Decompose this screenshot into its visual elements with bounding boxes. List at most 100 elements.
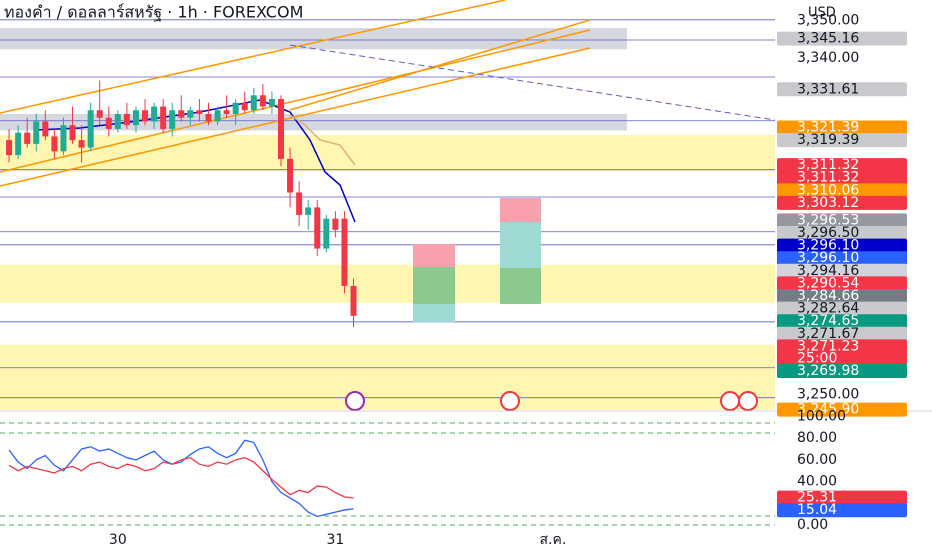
- zone: [0, 113, 627, 131]
- event-icon[interactable]: [720, 391, 740, 411]
- candle-body: [151, 106, 158, 122]
- trend-line: [289, 44, 776, 121]
- position-stop: [500, 198, 541, 222]
- candle-body: [6, 140, 13, 156]
- price-tag-label: 3,269.98: [797, 363, 859, 379]
- y-tick-label: 3,340.00: [797, 50, 859, 66]
- candle-body: [296, 192, 303, 215]
- y-tick-label: 80.00: [797, 430, 837, 446]
- zone: [0, 28, 627, 50]
- channel-line: [0, 47, 591, 187]
- price-tag-label: 3,311.32: [797, 170, 859, 186]
- candle-body: [241, 102, 248, 111]
- price-tag: [777, 363, 907, 378]
- candle-body: [24, 132, 31, 144]
- price-tag: [777, 183, 907, 198]
- price-tag-label: 3,294.16: [797, 263, 859, 279]
- chart-title: ทองคำ / ดอลลาร์สหรัฐ · 1h · FOREXCOM: [4, 3, 303, 22]
- price-tag-label: 3,331.61: [797, 81, 859, 97]
- candle-body: [87, 110, 94, 148]
- oscillator-line: [8, 439, 354, 518]
- candle-body: [305, 207, 312, 215]
- price-tag: [777, 238, 907, 253]
- candle-body: [277, 99, 284, 159]
- price-tag: [777, 490, 907, 505]
- position-target: [413, 267, 455, 304]
- candle-body: [123, 113, 130, 126]
- price-tag-label: 3,310.06: [797, 182, 859, 198]
- price-tag-label: 3,311.32: [797, 157, 859, 173]
- position-target: [500, 268, 541, 304]
- price-tag-label: 3,296.50: [797, 225, 859, 241]
- moving-average: [289, 114, 356, 166]
- candle-body: [214, 110, 221, 122]
- price-tag-label: 3,321.39: [797, 119, 859, 135]
- price-tag-label: 3,296.53: [797, 212, 859, 228]
- event-icon[interactable]: [345, 391, 365, 411]
- price-tag-label: 25.31: [797, 490, 837, 506]
- price-tag: [777, 503, 907, 518]
- candle-body: [323, 218, 330, 249]
- price-tag-label: 3,271.23: [797, 338, 859, 354]
- y-tick-label: 3,350.00: [797, 13, 859, 29]
- event-icon[interactable]: [738, 391, 758, 411]
- price-tag-label: 3,274.65: [797, 313, 859, 329]
- currency-label: USD: [808, 6, 836, 21]
- candle-body: [96, 110, 103, 118]
- candle-body: [223, 110, 230, 114]
- zone: [0, 344, 775, 410]
- candle-body: [196, 110, 203, 114]
- countdown-label: 25:00: [797, 350, 837, 366]
- candle-body: [105, 117, 112, 129]
- price-tag: [777, 158, 907, 173]
- channel-line: [289, 19, 591, 111]
- moving-average: [34, 99, 356, 223]
- price-tag-label: 15.04: [797, 502, 837, 518]
- event-icon[interactable]: [500, 391, 520, 411]
- price-tag-label: 3,303.12: [797, 195, 859, 211]
- candle-body: [51, 136, 58, 152]
- price-tag-label: 3,284.66: [797, 288, 859, 304]
- x-tick-label: 30: [109, 532, 127, 548]
- candle-body: [287, 158, 294, 193]
- price-tag: [777, 301, 907, 316]
- position-target: [500, 222, 541, 268]
- candle-body: [250, 95, 257, 111]
- y-tick-label: 100.00: [797, 408, 846, 424]
- candle-body: [187, 110, 194, 118]
- candle-body: [332, 218, 339, 230]
- price-tag: [777, 326, 907, 341]
- channel-line: [0, 0, 506, 114]
- price-tag: [777, 314, 907, 329]
- price-tag-label: 3,319.39: [797, 132, 859, 148]
- candle-body: [114, 113, 121, 129]
- price-tag: [777, 213, 907, 228]
- x-tick-label: ส.ค.: [540, 532, 567, 548]
- candle-body: [142, 110, 149, 122]
- candle-body: [78, 140, 85, 148]
- price-tag: [777, 170, 907, 185]
- candle-body: [232, 102, 239, 114]
- candle-body: [205, 113, 212, 122]
- price-tag: [777, 251, 907, 266]
- price-tag: [777, 339, 907, 366]
- candle-body: [341, 218, 348, 286]
- zone: [0, 264, 775, 303]
- candle-body: [42, 121, 49, 137]
- candle-body: [160, 106, 167, 129]
- price-tag: [777, 82, 907, 97]
- price-tag-label: 3,271.67: [797, 326, 859, 342]
- price-tag: [777, 288, 907, 303]
- candle-body: [314, 207, 321, 249]
- candle-body: [60, 125, 67, 152]
- candle-body: [268, 99, 275, 107]
- price-tag: [777, 225, 907, 240]
- price-tag: [777, 133, 907, 148]
- candle-body: [178, 110, 185, 118]
- price-tag: [777, 263, 907, 278]
- price-tag: [777, 195, 907, 210]
- price-tag-label: 3,345.16: [797, 31, 859, 47]
- price-tag-label: 3,245.90: [797, 402, 859, 418]
- foreground-layer: 3031ส.ค.3,350.003,340.003,280.003,260.00…: [6, 13, 907, 548]
